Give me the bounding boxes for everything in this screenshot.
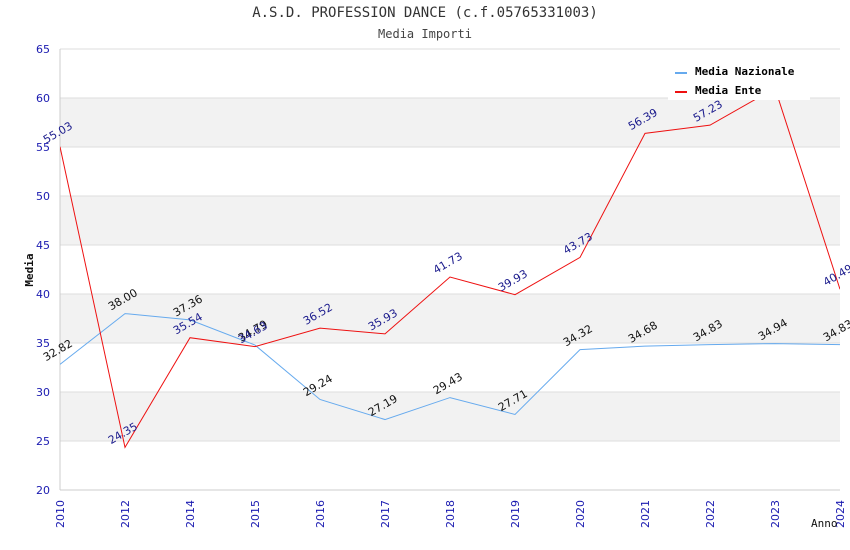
- x-tick-label: 2016: [314, 500, 327, 528]
- grid-band: [60, 98, 840, 147]
- y-tick-label: 40: [36, 288, 50, 301]
- x-tick-label: 2012: [119, 500, 132, 528]
- x-tick-label: 2021: [639, 500, 652, 528]
- grid-band: [60, 392, 840, 441]
- y-tick-label: 50: [36, 190, 50, 203]
- x-tick-label: 2020: [574, 500, 587, 528]
- chart-title: A.S.D. PROFESSION DANCE (c.f.05765331003…: [252, 5, 598, 21]
- data-label-ente: 41.73: [431, 250, 465, 277]
- y-tick-label: 55: [36, 141, 50, 154]
- grid-band: [60, 196, 840, 245]
- y-tick-label: 25: [36, 435, 50, 448]
- x-tick-label: 2017: [379, 500, 392, 528]
- x-tick-label: 2023: [769, 500, 782, 528]
- legend-box: [668, 58, 810, 100]
- x-tick-label: 2018: [444, 500, 457, 528]
- x-tick-label: 2024: [834, 500, 847, 528]
- y-axis-title: Media: [23, 253, 36, 286]
- series-line-media-nazionale: [60, 313, 840, 421]
- y-tick-label: 60: [36, 92, 50, 105]
- x-tick-label: 2010: [54, 500, 67, 528]
- legend-label-media-ente: Media Ente: [695, 84, 762, 97]
- y-tick-label: 65: [36, 43, 50, 56]
- y-tick-label: 20: [36, 484, 50, 497]
- y-tick-label: 35: [36, 337, 50, 350]
- x-tick-label: 2015: [249, 500, 262, 528]
- x-tick-label: 2019: [509, 500, 522, 528]
- chart-subtitle: Media Importi: [378, 27, 472, 41]
- y-tick-label: 45: [36, 239, 50, 252]
- data-label-ente: 39.93: [496, 267, 530, 294]
- legend-label-media-nazionale: Media Nazionale: [695, 65, 795, 78]
- series-line-media-ente: [60, 87, 840, 449]
- y-tick-label: 30: [36, 386, 50, 399]
- data-label-ente: 40.49: [821, 262, 850, 289]
- x-tick-label: 2014: [184, 500, 197, 528]
- x-tick-label: 2022: [704, 500, 717, 528]
- x-axis-title: Anno: [811, 517, 838, 530]
- grid-band: [60, 294, 840, 343]
